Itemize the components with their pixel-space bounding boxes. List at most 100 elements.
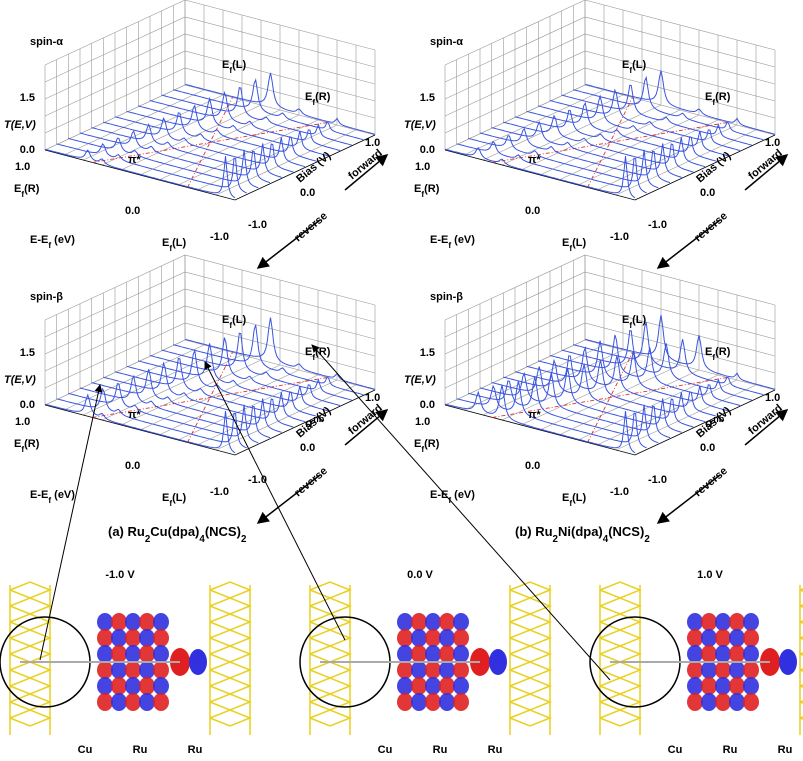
axis-label: E-Ef (eV) [430, 234, 475, 250]
floor-grid [463, 344, 605, 411]
fermi-label-part: f [629, 66, 632, 75]
electrode [309, 645, 353, 663]
floor-grid [82, 94, 224, 161]
transmission-curve [444, 146, 636, 199]
orbital-lobe [111, 629, 127, 647]
axis-label: T(E,V) [404, 119, 436, 131]
electrode [509, 709, 553, 727]
transmission-curve [44, 148, 236, 199]
orbital-lobe [489, 649, 507, 675]
caption-part: 2 [553, 534, 559, 545]
arrow [656, 474, 721, 524]
fermi-label-part: (L) [232, 59, 246, 71]
orbital-lobe [411, 645, 427, 663]
orbital-label: π* [128, 409, 141, 421]
bias-tick: 0.0 [700, 187, 715, 199]
fermi-label-part: (L) [632, 59, 646, 71]
wall-grid [444, 288, 776, 355]
orbital-lobe [425, 677, 441, 695]
fermi-label: Ef(R) [414, 438, 440, 454]
e-tick: -1.0 [610, 486, 629, 498]
fermi-label-part: E [705, 346, 712, 358]
axis-label-part: f [48, 496, 51, 505]
orbital-lobe [425, 645, 441, 663]
bias-tick: 1.0 [765, 392, 780, 404]
floor-grid [596, 379, 738, 446]
transmission-curve [103, 116, 294, 173]
transmission-curve [573, 75, 764, 141]
caption-part: (b) Ru [515, 524, 553, 539]
orbital-lobe [411, 677, 427, 695]
orbital-lobe [153, 629, 169, 647]
floor-grid [615, 384, 757, 451]
orbital-lobe [97, 629, 113, 647]
electrode [9, 581, 53, 599]
axis-label: E-Ef (eV) [30, 489, 75, 505]
orbital-lobe [743, 661, 759, 679]
panel-title: spin-β [430, 291, 463, 303]
electrode [309, 661, 353, 679]
axis-label-part: (eV) [51, 234, 75, 246]
axis-label: Bias (V) [294, 150, 333, 186]
orbital-lobe [125, 645, 141, 663]
floor-grid [463, 89, 605, 156]
fermi-line [187, 352, 233, 443]
electrode [9, 597, 53, 615]
bias-tick: 1.0 [765, 137, 780, 149]
orbital-lobe [425, 613, 441, 631]
fermi-label: Ef(L) [622, 59, 646, 75]
direction-label: forward [746, 147, 785, 182]
electrode [309, 709, 353, 727]
orbital-label-part: σ [705, 416, 713, 430]
electrode [209, 709, 253, 727]
electrode [599, 597, 643, 615]
t-tick: 0.0 [420, 399, 435, 411]
transmission-curve [91, 369, 282, 433]
transmission-curve [526, 101, 717, 162]
floor-edge [444, 134, 776, 201]
orbital-lobe [743, 629, 759, 647]
electrode [599, 677, 643, 695]
floor-grid [196, 124, 338, 191]
orbital-lobe [97, 661, 113, 679]
orbital-lobe [779, 649, 797, 675]
transmission-curve [138, 96, 329, 157]
fermi-label-part: (R) [315, 91, 331, 103]
electrode [599, 629, 643, 647]
panel-title: spin-β [30, 291, 63, 303]
orbital-lobe [139, 613, 155, 631]
orbital-lobe [111, 645, 127, 663]
caption-part: (a) Ru [108, 524, 145, 539]
electrode [509, 645, 553, 663]
atom-label: Ru [488, 744, 503, 756]
floor-grid [558, 114, 700, 181]
transmission-curve [514, 355, 706, 423]
fermi-label: Ef(R) [414, 183, 440, 199]
pointer-arrow [204, 361, 346, 641]
e-tick: 0.0 [125, 460, 140, 472]
caption-part: 2 [145, 534, 151, 545]
orbital-lobe [153, 693, 169, 711]
floor-grid [196, 379, 338, 446]
fermi-label: Ef(L) [622, 314, 646, 330]
transmission-curve [161, 86, 352, 146]
electrode [509, 677, 553, 695]
fermi-label-part: E [414, 183, 421, 195]
electrode [209, 581, 253, 599]
bias-tick: -1.0 [648, 219, 667, 231]
floor-grid [44, 339, 186, 406]
electrode [209, 597, 253, 615]
wall-grid [44, 33, 376, 100]
fermi-label-part: f [312, 353, 315, 362]
fermi-line [92, 377, 328, 418]
orbital-lobe [397, 693, 413, 711]
floor-grid [444, 339, 586, 406]
fermi-label-part: f [712, 98, 715, 107]
orbital-lobe [189, 649, 207, 675]
fermi-label-part: E [562, 492, 569, 504]
electrode [599, 709, 643, 727]
transmission-curve [584, 70, 776, 135]
orbital-lobe [687, 677, 703, 695]
atom-label: Cu [78, 744, 93, 756]
